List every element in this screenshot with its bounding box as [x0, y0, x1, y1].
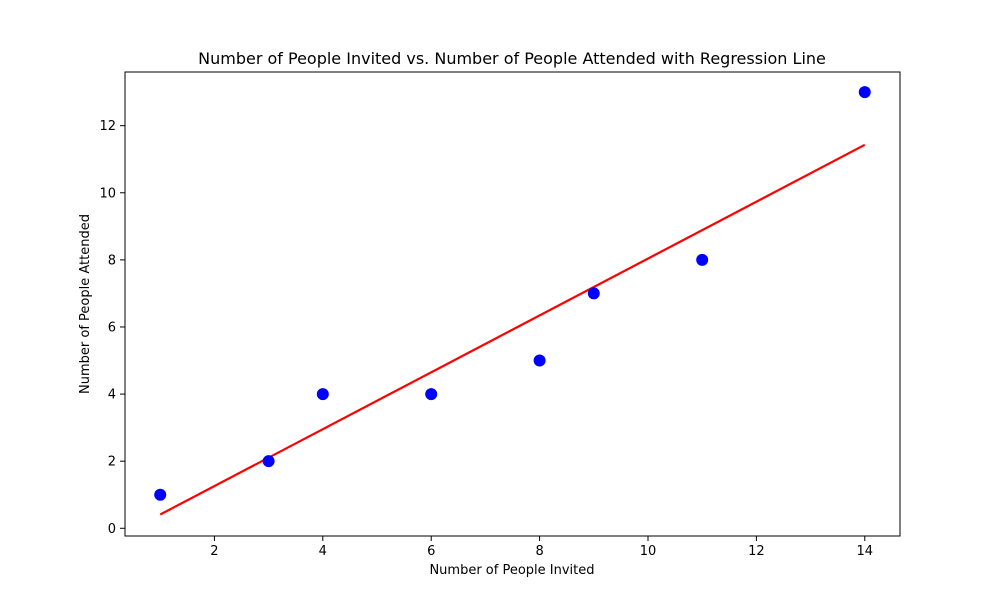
data-point: [262, 455, 275, 468]
data-point: [533, 354, 546, 367]
x-tick-label: 2: [210, 544, 218, 559]
chart-title: Number of People Invited vs. Number of P…: [198, 49, 826, 68]
x-tick-label: 8: [535, 544, 543, 559]
data-point: [696, 253, 709, 266]
data-point: [316, 388, 329, 401]
x-tick-label: 14: [856, 544, 873, 559]
plot-frame: [124, 71, 901, 537]
regression-line: [159, 143, 866, 516]
y-axis-label: Number of People Attended: [78, 214, 93, 394]
y-tick-label: 0: [108, 522, 116, 537]
y-tick-label: 4: [108, 388, 116, 403]
y-tick-label: 8: [108, 253, 116, 268]
y-tick-label: 12: [99, 119, 116, 134]
x-tick-label: 4: [319, 544, 327, 559]
y-tick-label: 10: [99, 186, 116, 201]
data-point: [858, 86, 871, 99]
data-point: [425, 388, 438, 401]
x-tick-label: 6: [427, 544, 435, 559]
data-point: [154, 488, 167, 501]
plot-area: 2 4 6 8 10 12 14 0 2 4 6 8 10 12: [99, 71, 901, 559]
x-tick-label: 12: [748, 544, 765, 559]
x-axis-label: Number of People Invited: [429, 563, 594, 578]
y-tick-label: 2: [108, 455, 116, 470]
data-point: [587, 287, 600, 300]
y-tick-label: 6: [108, 320, 116, 335]
x-tick-label: 10: [640, 544, 657, 559]
